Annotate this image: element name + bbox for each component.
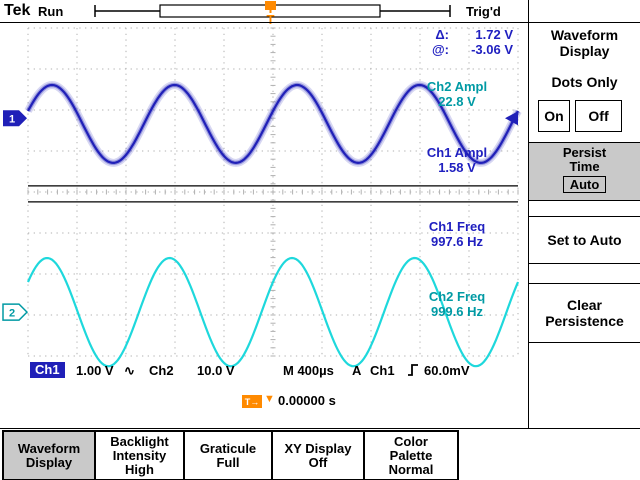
persist-time-value: Auto <box>562 176 607 193</box>
side-menu: Waveform Display Dots Only On Off Persis… <box>529 0 640 428</box>
dots-off-button[interactable]: Off <box>575 100 622 132</box>
trigger-status: Trig'd <box>466 4 501 19</box>
cursor-delta-label: Δ: <box>435 27 449 42</box>
rising-edge-icon <box>408 364 418 376</box>
measurement-ch2-freq: Ch2 Freq 999.6 Hz <box>398 289 516 319</box>
bottom-menu-waveform-display[interactable]: Waveform Display <box>2 430 96 480</box>
trigger-time-value: 0.00000 s <box>278 393 336 408</box>
trigger-level-arrow <box>505 111 518 126</box>
ch2-waveform <box>26 256 520 368</box>
tek-logo: Tek <box>4 2 31 19</box>
trigger-level: 60.0mV <box>424 363 470 378</box>
acquisition-status: Run <box>38 4 64 19</box>
measurement-label: Ch1 Freq <box>428 219 486 234</box>
cursor-delta-row: Δ: 1.72 V <box>380 27 513 42</box>
timebase-readout: M 400µs <box>283 363 334 378</box>
measurement-value: 1.58 V <box>438 160 476 175</box>
ch2-scale: 10.0 V <box>197 363 235 378</box>
measurement-label: Ch2 Ampl <box>426 79 488 94</box>
trigger-mode: A <box>352 363 362 378</box>
ch2-label: Ch2 <box>149 363 174 378</box>
bottom-menu: Waveform Display Backlight Intensity Hig… <box>0 430 640 480</box>
ch2-position-marker: 2 <box>2 303 29 321</box>
menu-divider <box>528 0 529 428</box>
trigger-marker-icon: ▼ <box>264 393 275 405</box>
bottom-menu-graticule[interactable]: Graticule Full <box>183 430 273 480</box>
ch1-position-marker: 1 <box>3 110 27 127</box>
cursor-readout: Δ: 1.72 V @: -3.06 V <box>380 27 513 57</box>
bottom-divider <box>0 428 640 429</box>
dots-on-button[interactable]: On <box>538 100 570 132</box>
measurement-label: Ch2 Freq <box>428 289 486 304</box>
trigger-position-marker: T <box>265 1 276 27</box>
ch1-waveform <box>27 83 519 165</box>
clear-persistence-button[interactable]: Clear Persistence <box>529 283 640 343</box>
trigger-time-icon: T→ <box>242 395 262 408</box>
waveform-display-area: T 1 2 <box>2 1 522 368</box>
dots-only-label: Dots Only <box>551 74 618 90</box>
measurement-label: Ch1 Ampl <box>426 145 488 160</box>
ch1-scale: 1.00 V <box>76 363 114 378</box>
cursor-delta-value: 1.72 V <box>475 27 513 42</box>
set-to-auto-button[interactable]: Set to Auto <box>529 216 640 264</box>
ac-coupling-icon: ∿ <box>124 363 135 378</box>
measurement-ch1-freq: Ch1 Freq 997.6 Hz <box>398 219 516 249</box>
svg-text:2: 2 <box>9 308 15 320</box>
measurement-value: 997.6 Hz <box>430 234 484 249</box>
measurement-ch1-ampl: Ch1 Ampl 1.58 V <box>398 145 516 175</box>
measurement-value: 22.8 V <box>438 94 476 109</box>
graticule <box>27 27 519 357</box>
svg-text:1: 1 <box>9 114 15 126</box>
cursor-at-label: @: <box>431 42 449 57</box>
trigger-source: Ch1 <box>370 363 395 378</box>
bottom-menu-xy-display[interactable]: XY Display Off <box>271 430 365 480</box>
measurement-value: 999.6 Hz <box>430 304 484 319</box>
cursor-at-row: @: -3.06 V <box>380 42 513 57</box>
cursor-at-value: -3.06 V <box>471 42 513 57</box>
side-menu-title: Waveform Display <box>550 27 619 59</box>
ch1-badge: Ch1 <box>30 362 65 378</box>
persist-time-button[interactable]: Persist Time Auto <box>529 142 640 201</box>
top-divider <box>0 22 640 23</box>
svg-text:T: T <box>267 12 275 27</box>
measurement-ch2-ampl: Ch2 Ampl 22.8 V <box>398 79 516 109</box>
bottom-menu-color-palette[interactable]: Color Palette Normal <box>363 430 459 480</box>
persist-time-label: Persist Time <box>562 145 607 174</box>
bottom-menu-backlight-intensity[interactable]: Backlight Intensity High <box>94 430 185 480</box>
